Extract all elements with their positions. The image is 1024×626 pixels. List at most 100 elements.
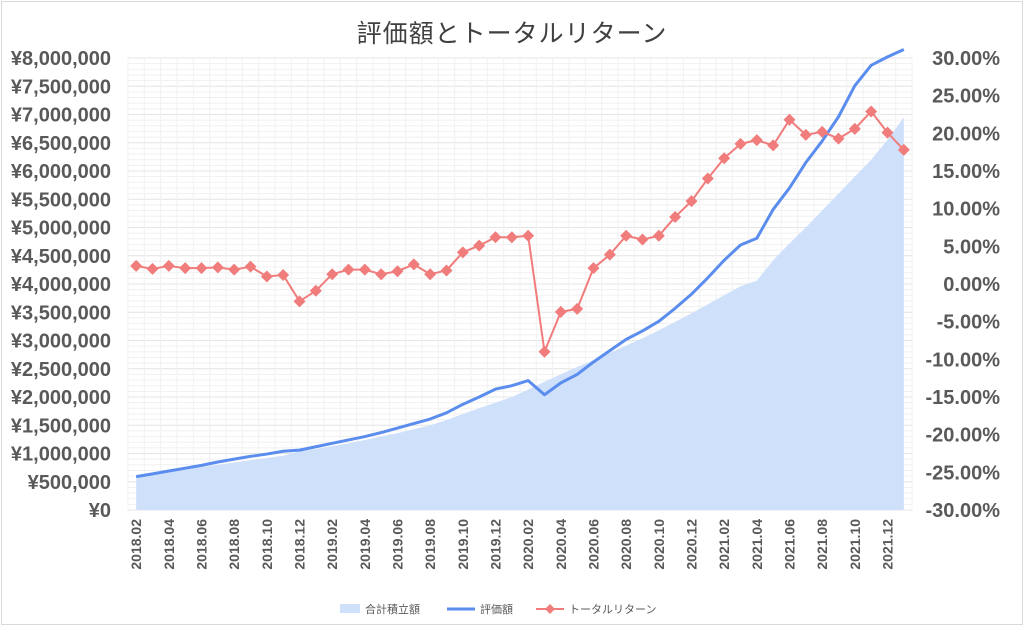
left-axis-tick-label: ¥3,000,000 bbox=[11, 331, 111, 353]
x-axis-tick-label: 2018.08 bbox=[226, 519, 242, 570]
total-return-marker bbox=[162, 259, 175, 272]
total-return-marker bbox=[440, 264, 453, 277]
total-return-marker bbox=[718, 152, 731, 165]
total-return-marker bbox=[456, 246, 469, 259]
left-axis-tick-label: ¥0 bbox=[89, 500, 111, 522]
x-axis-tick-label: 2021.02 bbox=[716, 519, 732, 570]
total-return-marker bbox=[783, 113, 796, 126]
total-return-marker bbox=[799, 128, 812, 141]
right-axis-tick-label: 25.00% bbox=[932, 86, 1000, 108]
total-return-marker bbox=[260, 270, 273, 283]
x-axis-tick-label: 2021.04 bbox=[749, 519, 765, 570]
left-axis-tick-label: ¥6,000,000 bbox=[11, 161, 111, 183]
x-axis-tick-label: 2019.06 bbox=[390, 519, 406, 570]
line-series-layer bbox=[130, 48, 910, 479]
left-axis-labels: ¥0 ¥500,000 ¥1,000,000 ¥1,500,000 ¥2,000,000… bbox=[11, 48, 111, 522]
total-return-marker bbox=[832, 132, 845, 145]
left-axis-tick-label: ¥5,500,000 bbox=[11, 189, 111, 211]
legend-label: 合計積立額 bbox=[365, 602, 420, 616]
total-return-marker bbox=[326, 268, 339, 281]
left-axis-tick-label: ¥2,500,000 bbox=[11, 359, 111, 381]
total-return-marker bbox=[179, 262, 192, 275]
valuation-line bbox=[135, 48, 905, 479]
x-axis-tick-label: 2020.08 bbox=[618, 519, 634, 570]
total-return-marker bbox=[603, 248, 616, 261]
x-axis-tick-label: 2021.10 bbox=[847, 519, 863, 570]
total-return-marker bbox=[211, 261, 224, 274]
total-return-marker bbox=[571, 302, 584, 315]
total-return-marker bbox=[636, 233, 649, 246]
chart-title: 評価額とトータルリターン bbox=[356, 19, 668, 48]
area-series-layer bbox=[136, 117, 904, 510]
left-axis-tick-label: ¥2,000,000 bbox=[11, 387, 111, 409]
total-return-marker bbox=[375, 268, 388, 281]
total-return-marker bbox=[489, 231, 502, 244]
left-axis-tick-label: ¥500,000 bbox=[28, 472, 111, 494]
right-axis-tick-label: -20.00% bbox=[926, 425, 1001, 447]
total-return-marker bbox=[195, 262, 208, 275]
area-series-total-contribution bbox=[136, 117, 904, 510]
x-axis-tick-label: 2018.06 bbox=[194, 519, 210, 570]
legend-label: トータルリターン bbox=[569, 603, 656, 616]
right-axis-tick-label: 20.00% bbox=[932, 123, 1000, 145]
legend-swatch-marker bbox=[545, 604, 555, 614]
total-return-marker bbox=[130, 259, 143, 272]
legend-label: 評価額 bbox=[480, 602, 513, 616]
x-axis-tick-label: 2019.08 bbox=[422, 519, 438, 570]
x-axis-tick-label: 2020.04 bbox=[553, 519, 569, 570]
right-axis-tick-label: -25.00% bbox=[926, 462, 1001, 484]
x-axis-tick-label: 2019.12 bbox=[488, 519, 504, 570]
left-axis-tick-label: ¥1,000,000 bbox=[11, 444, 111, 466]
right-axis-tick-label: -15.00% bbox=[926, 387, 1001, 409]
left-axis-tick-label: ¥6,500,000 bbox=[11, 133, 111, 155]
total-return-marker bbox=[391, 265, 404, 278]
total-return-marker bbox=[701, 172, 714, 185]
total-return-marker bbox=[538, 345, 551, 358]
x-axis-tick-label: 2021.08 bbox=[814, 519, 830, 570]
total-return-marker bbox=[734, 137, 747, 150]
x-axis-labels: 2018.02 2018.04 2018.06 2018.08 2018.10 2018.… bbox=[128, 519, 895, 570]
total-return-marker bbox=[407, 258, 420, 271]
total-return-marker bbox=[587, 262, 600, 275]
x-axis-tick-label: 2019.02 bbox=[324, 519, 340, 570]
total-return-marker bbox=[897, 143, 910, 156]
right-axis-tick-label: 5.00% bbox=[943, 236, 1000, 258]
x-axis-tick-label: 2019.10 bbox=[455, 519, 471, 570]
x-axis-tick-label: 2018.10 bbox=[259, 519, 275, 570]
total-return-marker bbox=[848, 122, 861, 135]
left-axis-tick-label: ¥4,500,000 bbox=[11, 246, 111, 268]
x-axis-tick-label: 2021.06 bbox=[782, 519, 798, 570]
total-return-marker bbox=[342, 263, 355, 276]
total-return-marker bbox=[865, 105, 878, 118]
left-axis-tick-label: ¥7,500,000 bbox=[11, 76, 111, 98]
total-return-marker bbox=[309, 284, 322, 297]
total-return-marker bbox=[293, 295, 306, 308]
legend: 合計積立額 評価額 トータルリターン bbox=[340, 602, 656, 616]
right-axis-tick-label: 0.00% bbox=[943, 274, 1000, 296]
total-return-marker bbox=[685, 195, 698, 208]
left-axis-tick-label: ¥7,000,000 bbox=[11, 105, 111, 127]
x-axis-tick-label: 2019.04 bbox=[357, 519, 373, 570]
x-axis-tick-label: 2018.12 bbox=[292, 519, 308, 570]
total-return-marker bbox=[554, 305, 567, 318]
right-axis-labels: -30.00% -25.00% -20.00% -15.00% -10.00% -5.00… bbox=[926, 48, 1001, 522]
legend-swatch-area bbox=[340, 604, 360, 613]
right-axis-tick-label: -5.00% bbox=[937, 312, 1001, 334]
total-return-marker bbox=[669, 210, 682, 223]
total-return-marker bbox=[277, 268, 290, 281]
right-axis-tick-label: 10.00% bbox=[932, 199, 1000, 221]
total-return-marker bbox=[881, 126, 894, 139]
left-axis-tick-label: ¥4,000,000 bbox=[11, 274, 111, 296]
x-axis-tick-label: 2018.04 bbox=[161, 519, 177, 570]
left-axis-tick-label: ¥8,000,000 bbox=[11, 48, 111, 70]
total-return-marker bbox=[358, 263, 371, 276]
total-return-marker bbox=[228, 263, 241, 276]
total-return-marker bbox=[473, 239, 486, 252]
total-return-marker bbox=[424, 268, 437, 281]
x-axis-tick-label: 2021.12 bbox=[880, 519, 896, 570]
total-return-marker bbox=[652, 229, 665, 242]
total-return-marker bbox=[767, 139, 780, 152]
total-return-marker bbox=[522, 229, 535, 242]
x-axis-tick-label: 2018.02 bbox=[128, 519, 144, 570]
